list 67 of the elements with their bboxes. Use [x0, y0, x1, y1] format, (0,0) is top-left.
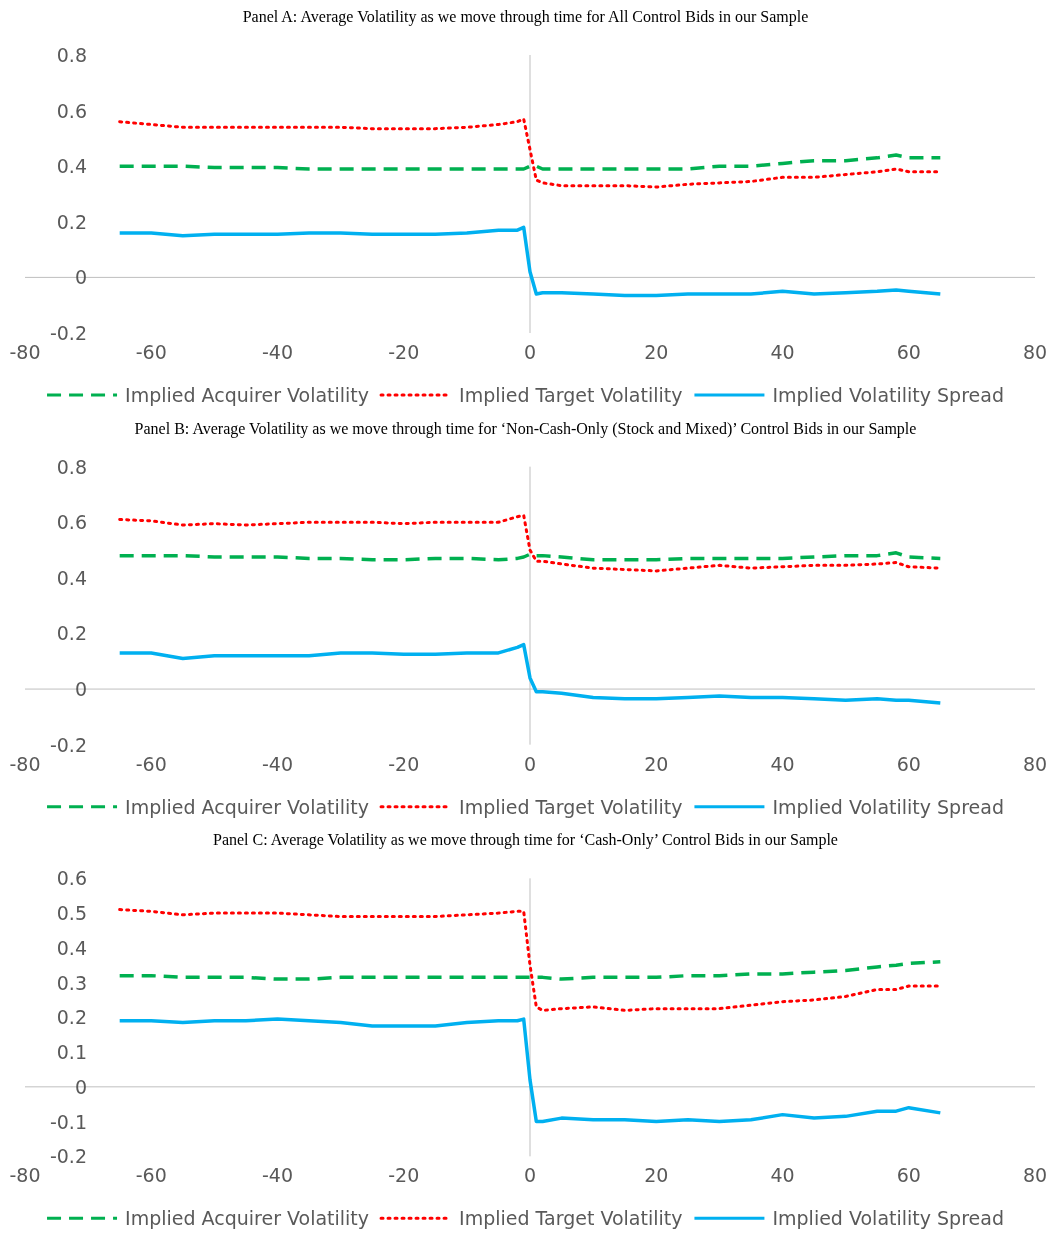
legend-label: Implied Volatility Spread: [772, 795, 1004, 818]
line-series: [117, 959, 943, 981]
x-tick-label: 20: [644, 752, 669, 775]
x-tick-label: 60: [896, 341, 921, 363]
line-series: [117, 153, 943, 171]
x-tick-label: -60: [135, 1164, 167, 1187]
x-tick-label: 40: [770, 341, 795, 363]
x-tick-label: -40: [261, 1164, 294, 1187]
x-tick-label: 20: [644, 341, 669, 363]
line-series: [117, 551, 943, 562]
y-tick-label: 0.4: [56, 936, 87, 959]
y-tick-label: 0.6: [56, 867, 87, 890]
y-tick-label: 0.2: [56, 1006, 87, 1029]
y-tick-label: 0.4: [56, 155, 87, 178]
x-tick-label: -20: [388, 341, 420, 363]
y-tick-label: -0.2: [49, 1145, 87, 1168]
chart-title: Panel A: Average Volatility as we move through time for All Control Bids in our Sample: [242, 8, 809, 26]
x-tick-label: -20: [388, 752, 420, 775]
y-tick-label: 0.3: [56, 971, 87, 994]
y-tick-label: -0.2: [49, 733, 87, 756]
y-tick-label: 0.6: [56, 511, 87, 534]
y-tick-label: 0.1: [56, 1041, 87, 1064]
legend-label: Implied Target Volatility: [459, 795, 683, 818]
chart-title: Panel B: Average Volatility as we move through time for ‘Non-Cash-Only (Stock and Mixed)’ Control Bids in our Sample: [134, 419, 917, 438]
legend-label: Implied Acquirer Volatility: [125, 1207, 370, 1230]
x-tick-label: -80: [9, 1164, 41, 1187]
y-tick-label: 0.6: [56, 99, 87, 122]
x-tick-label: -40: [261, 341, 294, 363]
x-tick-label: 20: [644, 1164, 669, 1187]
x-tick-label: -80: [9, 752, 41, 775]
y-tick-label: 0.4: [56, 566, 87, 589]
y-tick-label: 0.8: [56, 44, 87, 66]
x-tick-label: -80: [9, 341, 41, 363]
line-series: [118, 908, 942, 1012]
x-tick-label: 80: [1022, 341, 1048, 363]
x-tick-label: 40: [770, 1164, 795, 1187]
y-tick-label: 0: [74, 678, 87, 701]
line-series: [117, 1017, 943, 1124]
x-tick-label: 60: [896, 1164, 921, 1187]
x-tick-label: -20: [388, 1164, 420, 1187]
y-tick-label: -0.1: [49, 1110, 87, 1133]
y-tick-label: 0.5: [56, 902, 87, 925]
legend-label: Implied Target Volatility: [459, 1207, 683, 1230]
legend-label: Implied Acquirer Volatility: [125, 795, 370, 818]
x-tick-label: 60: [896, 752, 921, 775]
y-tick-label: 0.2: [56, 622, 87, 645]
y-tick-label: 0.8: [56, 455, 87, 478]
legend-label: Implied Acquirer Volatility: [125, 384, 370, 406]
y-tick-label: 0: [74, 1075, 87, 1098]
line-series: [117, 225, 943, 298]
legend-label: Implied Target Volatility: [459, 384, 683, 406]
line-series: [117, 642, 943, 705]
y-tick-label: 0: [74, 266, 87, 289]
x-tick-label: -40: [261, 752, 294, 775]
x-tick-label: 80: [1022, 1164, 1048, 1187]
x-tick-label: 0: [523, 341, 537, 363]
x-tick-label: -60: [135, 752, 167, 775]
x-tick-label: 40: [770, 752, 795, 775]
x-tick-label: 0: [523, 1164, 537, 1187]
x-tick-label: 80: [1022, 752, 1048, 775]
legend-label: Implied Volatility Spread: [772, 1207, 1004, 1230]
chart-title: Panel C: Average Volatility as we move through time for ‘Cash-Only’ Control Bids in our Sample: [213, 831, 838, 850]
y-tick-label: 0.2: [56, 210, 87, 233]
x-tick-label: -60: [135, 341, 167, 363]
x-tick-label: 0: [523, 752, 537, 775]
legend-label: Implied Volatility Spread: [772, 384, 1004, 406]
y-tick-label: -0.2: [49, 322, 87, 344]
